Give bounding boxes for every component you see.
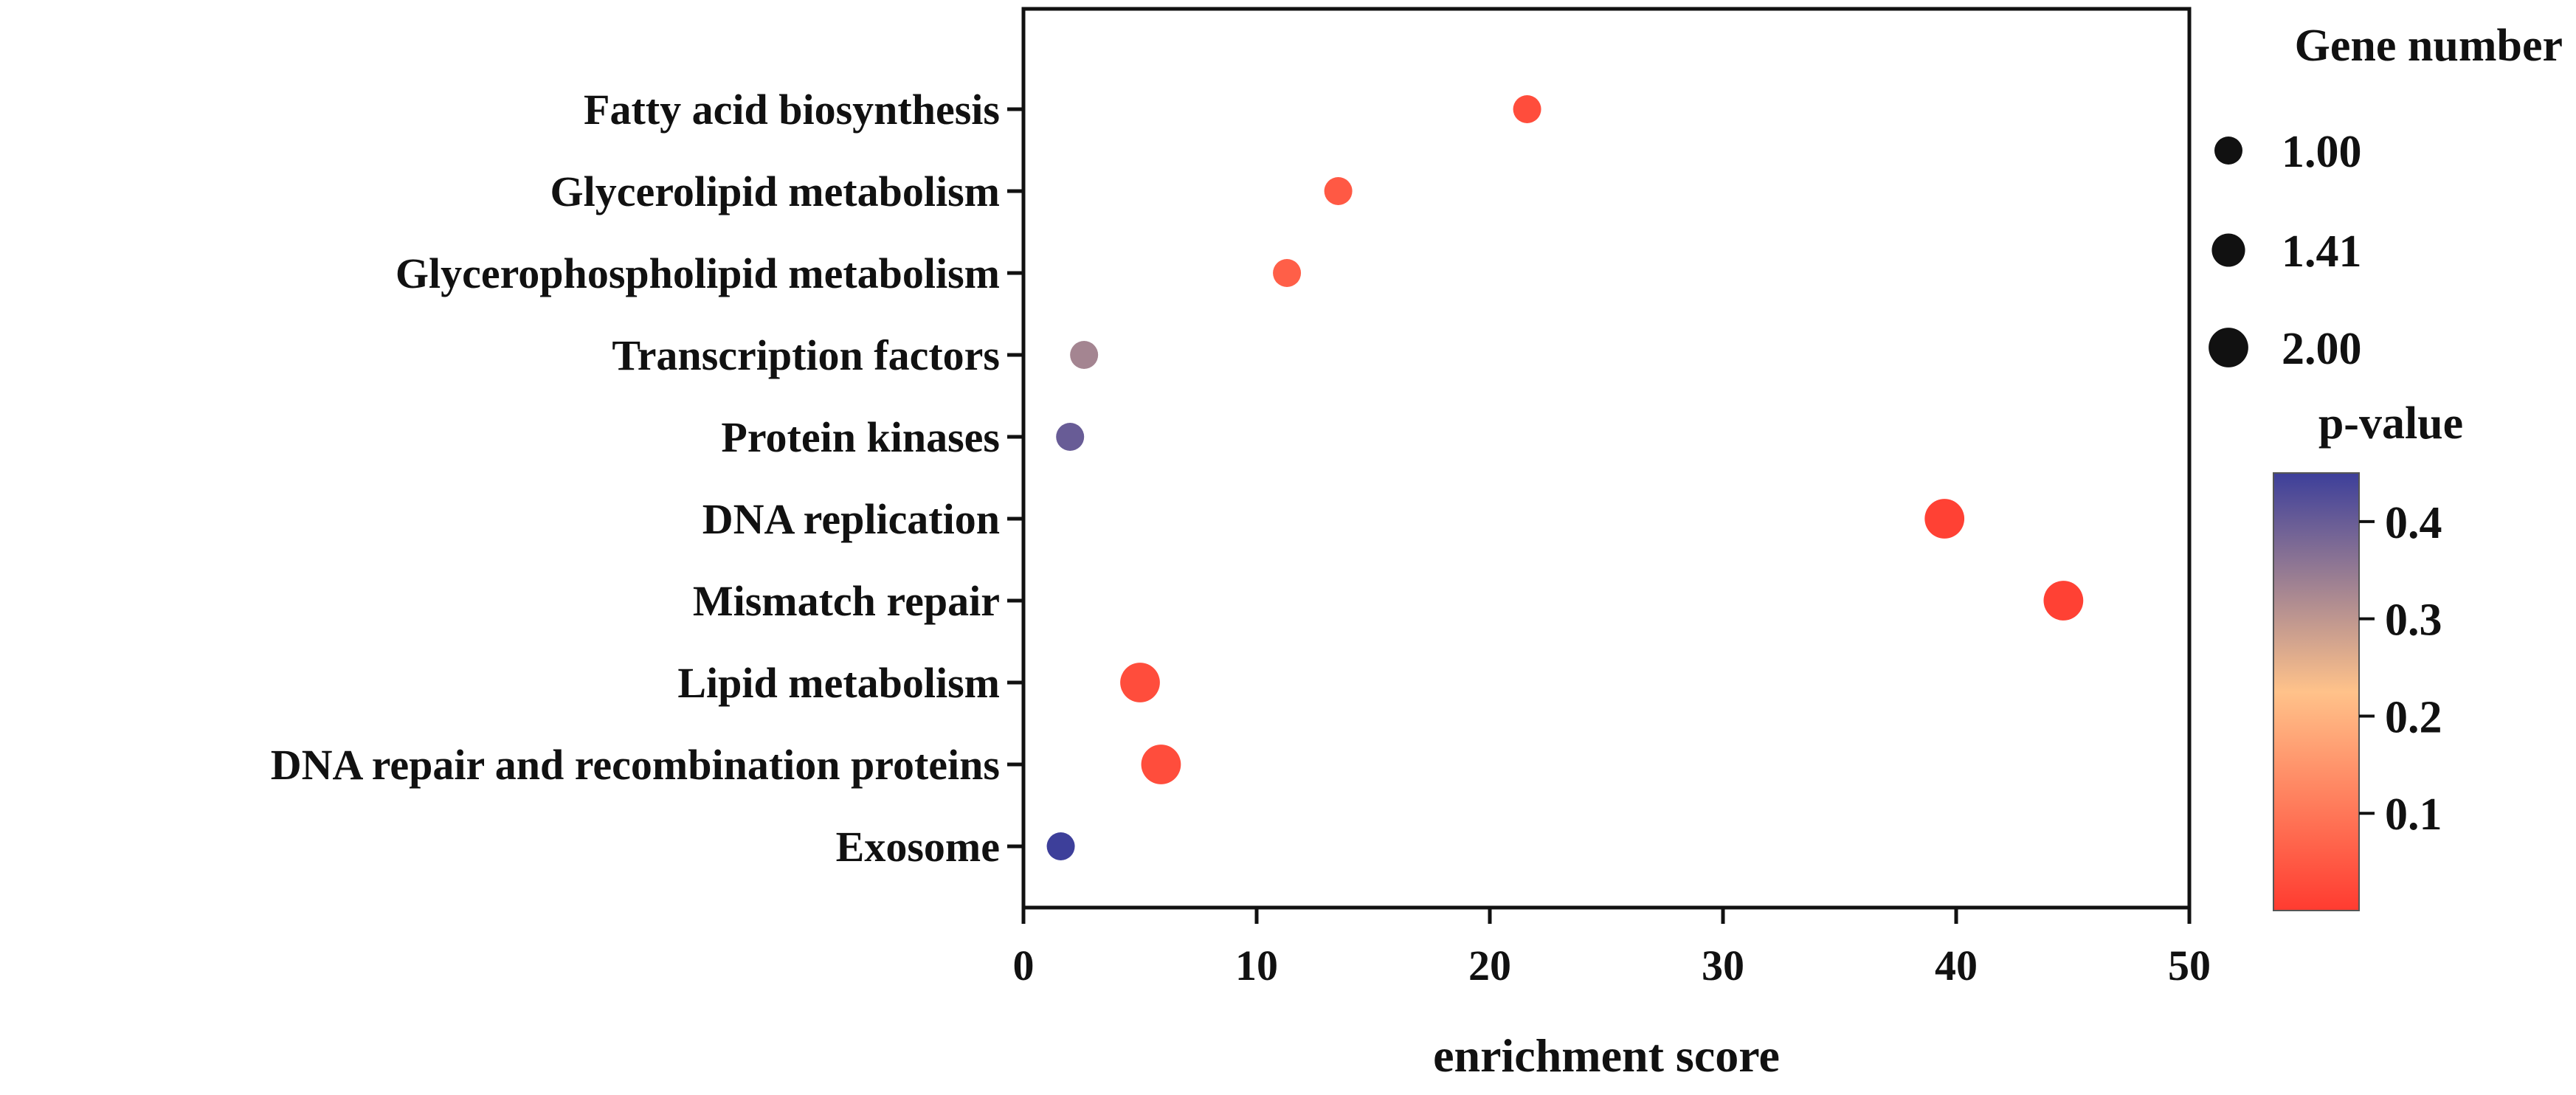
data-point [1056,423,1085,451]
size-legend-title: Gene number [2295,21,2563,71]
x-tick-label: 0 [1013,942,1035,989]
category-label: DNA repair and recombination proteins [271,741,1000,789]
size-legend-marker [2214,137,2242,165]
data-point [2043,581,2084,621]
category-label: Fatty acid biosynthesis [584,86,1000,134]
size-legend-label: 1.00 [2282,127,2362,177]
color-legend-label: 0.4 [2385,498,2442,548]
x-axis-label: enrichment score [1433,1029,1780,1082]
color-legend-label: 0.2 [2385,692,2442,742]
category-label: Glycerophospholipid metabolism [396,249,1000,297]
category-label: DNA replication [702,495,1000,543]
size-legend: Gene number 1.00 1.41 2.00 [2209,21,2563,374]
category-label: Lipid metabolism [677,659,1000,707]
data-points [1046,95,2084,860]
data-point [1046,832,1075,860]
size-legend-label: 1.41 [2282,227,2362,277]
category-label: Mismatch repair [693,577,1000,625]
color-legend-bar [2273,472,2360,911]
x-tick-label: 40 [1935,942,1978,989]
x-axis-ticks: 0 10 20 30 40 50 [1013,908,2211,989]
size-legend-marker [2209,328,2248,367]
data-point [1324,177,1353,205]
data-point [1513,95,1541,123]
color-legend-label: 0.1 [2385,790,2442,840]
size-legend-marker [2211,233,2245,267]
data-point [1924,499,1965,539]
size-legend-label: 2.00 [2282,324,2362,374]
plot-frame [1021,7,2192,910]
data-point [1070,341,1099,369]
category-label: Protein kinases [721,413,1000,461]
data-point [1141,745,1181,784]
category-label: Exosome [836,823,1000,871]
data-point [1273,259,1302,287]
color-legend-title: p-value [2318,398,2463,449]
x-tick-label: 20 [1468,942,1511,989]
data-point [1120,663,1160,702]
x-tick-label: 10 [1235,942,1278,989]
x-tick-label: 50 [2168,942,2211,989]
y-axis-categories: Fatty acid biosynthesis Glycerolipid meta… [271,86,1023,871]
category-label: Transcription factors [612,331,1000,379]
color-legend: p-value 0.4 0.3 0.2 0.1 [2273,398,2463,911]
category-label: Glycerolipid metabolism [550,167,1000,215]
color-legend-label: 0.3 [2385,595,2442,646]
x-tick-label: 30 [1702,942,1744,989]
